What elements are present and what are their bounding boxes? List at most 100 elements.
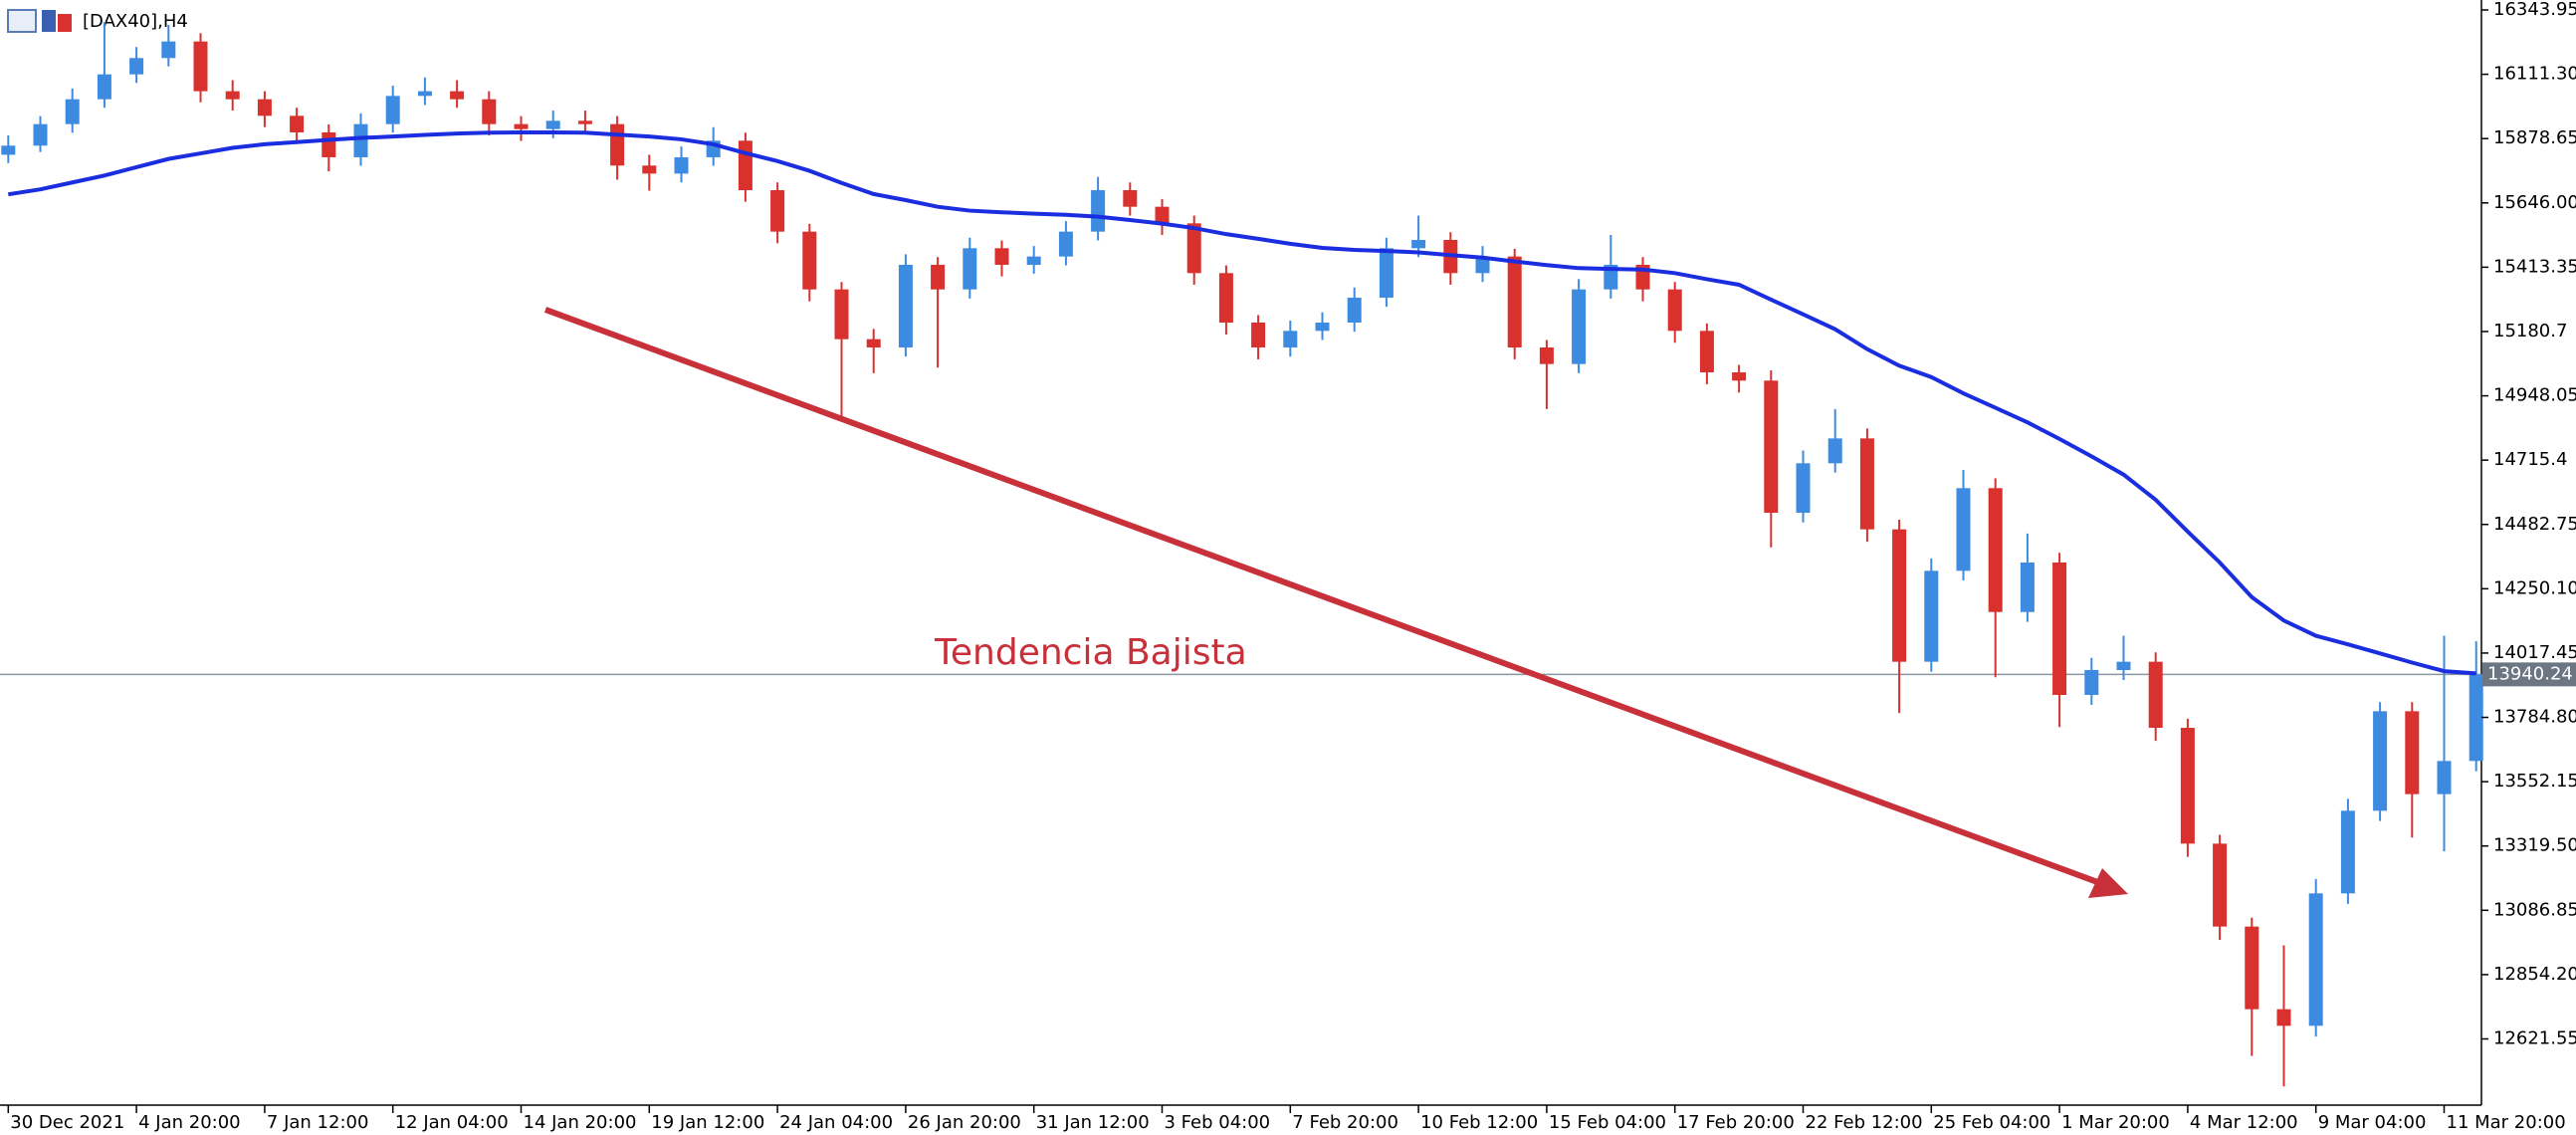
candle-body xyxy=(834,289,849,340)
x-tick-label: 14 Jan 20:00 xyxy=(524,1112,637,1133)
y-tick-label: 14948.05 xyxy=(2493,385,2576,406)
candle-body xyxy=(545,120,560,129)
y-tick-label: 12854.20 xyxy=(2493,964,2576,985)
y-tick-label: 13784.80 xyxy=(2493,707,2576,728)
candle-body xyxy=(1218,273,1233,324)
candle-body xyxy=(738,140,752,191)
candle-body xyxy=(129,58,144,75)
candle-body xyxy=(2340,810,2355,894)
candle-body xyxy=(1572,289,1587,364)
candle-body xyxy=(1764,380,1779,514)
y-tick-label: 15878.65 xyxy=(2493,127,2576,148)
arrow-head xyxy=(2088,868,2128,898)
x-tick-label: 3 Feb 04:00 xyxy=(1165,1112,1271,1133)
y-tick-label: 15646.00 xyxy=(2493,192,2576,213)
price-label-box xyxy=(2482,662,2576,687)
candle-body xyxy=(257,99,272,116)
x-tick-label: 7 Feb 20:00 xyxy=(1292,1112,1398,1133)
candle-body xyxy=(65,99,80,124)
icon xyxy=(58,14,72,32)
candle-body xyxy=(1892,529,1907,662)
x-tick-label: 4 Mar 12:00 xyxy=(2190,1112,2298,1133)
candle-body xyxy=(2308,893,2323,1026)
trend-arrow xyxy=(543,307,2128,898)
x-tick-label: 7 Jan 12:00 xyxy=(267,1112,369,1133)
toolbar-icons xyxy=(7,9,72,33)
candle-body xyxy=(482,99,497,124)
x-tick-label: 26 Jan 20:00 xyxy=(908,1112,1021,1133)
candle-body xyxy=(1732,371,1747,381)
x-tick-label: 25 Feb 04:00 xyxy=(1933,1112,2050,1133)
candle-body xyxy=(1347,298,1362,324)
y-tick-label: 13086.85 xyxy=(2493,899,2576,920)
x-tick-label: 22 Feb 12:00 xyxy=(1806,1112,1923,1133)
y-tick-label: 15180.7 xyxy=(2493,321,2567,341)
x-tick-label: 30 Dec 2021 xyxy=(10,1112,124,1133)
candle-body xyxy=(161,41,176,59)
y-tick-label: 15413.35 xyxy=(2493,256,2576,277)
candle-body xyxy=(1667,289,1682,332)
candle-body xyxy=(2213,843,2228,927)
candle-body xyxy=(2405,711,2420,794)
x-tick-label: 12 Jan 04:00 xyxy=(395,1112,509,1133)
arrow-line xyxy=(543,307,2102,886)
candle-body xyxy=(577,120,592,124)
candle-body xyxy=(2245,926,2259,1010)
candle-body xyxy=(1155,206,1170,224)
candle-body xyxy=(1379,248,1394,299)
candle-body xyxy=(514,123,529,129)
plot xyxy=(0,22,2483,1087)
candle-body xyxy=(1827,438,1842,464)
candle-body xyxy=(642,165,657,174)
y-tick-label: 16343.95 xyxy=(2493,0,2576,20)
candle-body xyxy=(225,91,240,100)
y-tick-label: 14250.10 xyxy=(2493,577,2576,598)
candle-body xyxy=(2084,669,2099,695)
candle-body xyxy=(2373,711,2388,811)
candle-body xyxy=(2180,728,2195,844)
x-tick-label: 1 Mar 20:00 xyxy=(2061,1112,2170,1133)
candle-body xyxy=(866,339,881,347)
x-tick-label: 11 Mar 20:00 xyxy=(2447,1112,2566,1133)
x-tick-label: 31 Jan 12:00 xyxy=(1036,1112,1150,1133)
y-tick-label: 13552.15 xyxy=(2493,771,2576,792)
candle-body xyxy=(2469,674,2483,762)
candle-body xyxy=(1988,488,2003,612)
candle-body xyxy=(2276,1009,2291,1026)
x-tick-label: 24 Jan 04:00 xyxy=(779,1112,893,1133)
candle-body xyxy=(1,145,16,155)
candle-body xyxy=(802,231,817,290)
candle-body xyxy=(1186,223,1201,274)
icon xyxy=(42,10,56,32)
candle-body xyxy=(674,156,689,174)
candle-body xyxy=(1091,190,1106,232)
candle-body xyxy=(2020,562,2035,612)
x-tick-label: 4 Jan 20:00 xyxy=(138,1112,241,1133)
candle-body xyxy=(1058,231,1073,257)
candle-body xyxy=(1859,438,1874,530)
y-tick-label: 16111.30 xyxy=(2493,64,2576,85)
candle-body xyxy=(290,115,305,132)
candle-body xyxy=(770,190,785,232)
candle-body xyxy=(1475,256,1490,274)
candle-body xyxy=(1539,346,1554,364)
candle-body xyxy=(1283,331,1298,347)
candle-body xyxy=(2148,661,2163,729)
candle-body xyxy=(1796,463,1811,514)
candle-body xyxy=(1251,323,1266,347)
candle-body xyxy=(994,248,1009,265)
chart-title: [DAX40],H4 xyxy=(83,11,188,32)
y-tick-label: 14482.75 xyxy=(2493,514,2576,535)
price-label: 13940.24 xyxy=(2487,663,2573,684)
candle-body xyxy=(1315,323,1330,332)
candle-body xyxy=(1123,190,1138,207)
candle-body xyxy=(610,123,625,166)
candle-body xyxy=(2116,661,2131,670)
candle-body xyxy=(353,123,368,157)
moving-average xyxy=(7,129,2476,676)
candle-body xyxy=(2437,761,2452,794)
y-tick-label: 13319.50 xyxy=(2493,835,2576,856)
